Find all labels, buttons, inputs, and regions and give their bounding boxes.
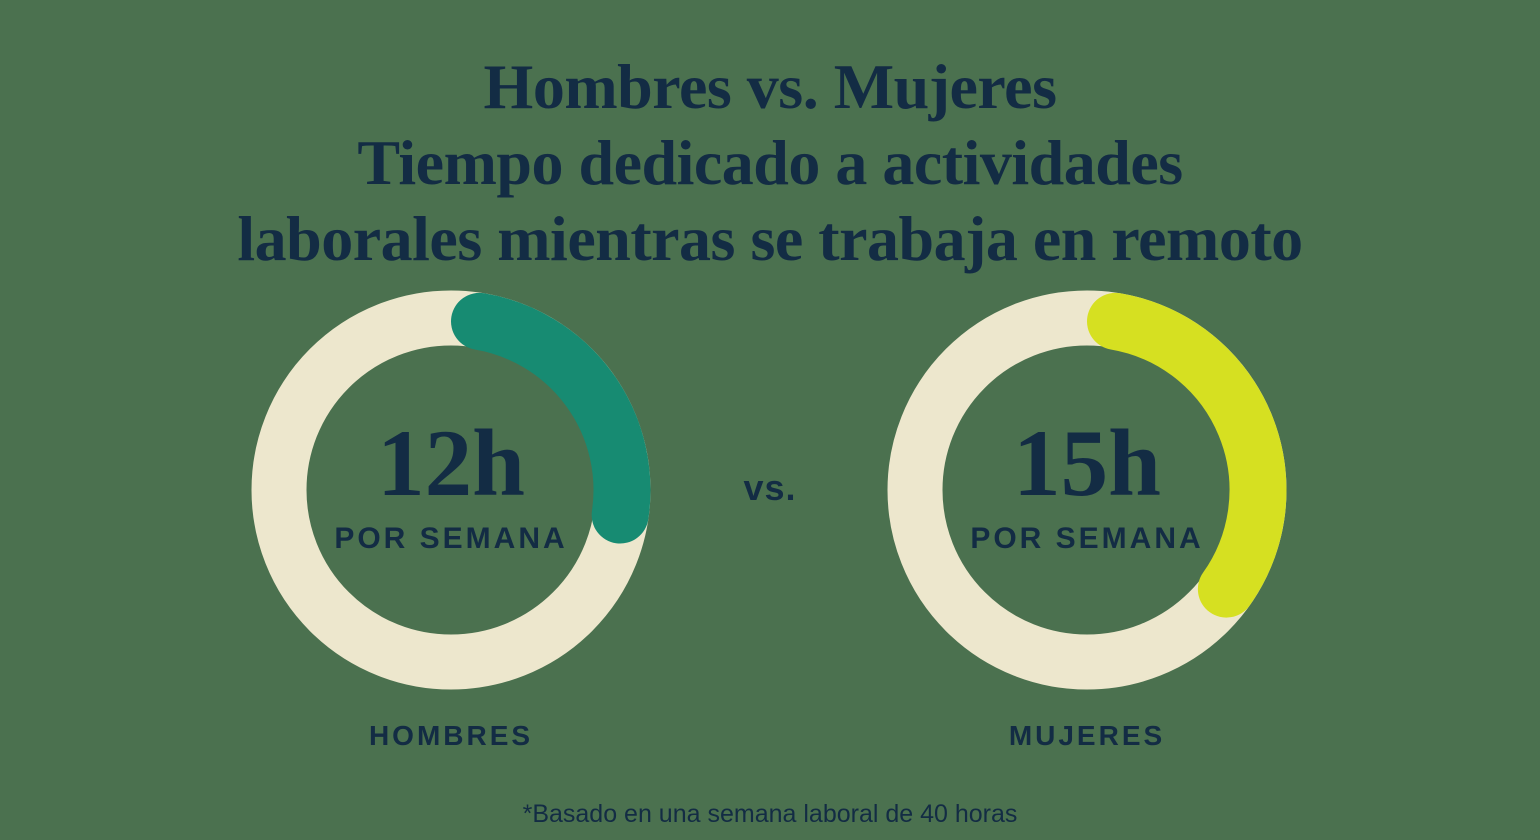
donut-women-value-arc [1087,292,1287,618]
donut-men-value-arc [451,292,651,544]
title-line-2: Tiempo dedicado a actividades [357,126,1183,198]
footnote-text: *Basado en una semana laboral de 40 hora… [522,800,1018,828]
donut-chart-men: 12h POR SEMANA HOMBRES [241,280,661,750]
donut-women-svg [887,290,1287,690]
title-line-1: Hombres vs. Mujeres [483,50,1057,122]
donut-men-sublabel: POR SEMANA [334,522,568,555]
donut-men-svg [251,290,651,690]
donut-men-value: 12h [377,410,525,516]
donut-men-category-label: HOMBRES [368,720,534,751]
page-title: Hombres vs. Mujeres Tiempo dedicado a ac… [0,49,1540,277]
donut-women-category-label: MUJERES [1008,720,1166,751]
donut-women-sublabel: POR SEMANA [970,522,1204,555]
donut-women-value: 15h [1013,410,1161,516]
donut-chart-women: 15h POR SEMANA MUJERES [877,280,1297,750]
vs-separator-label: vs. [743,467,797,508]
title-line-3: laborales mientras se trabaja en remoto [237,202,1303,274]
